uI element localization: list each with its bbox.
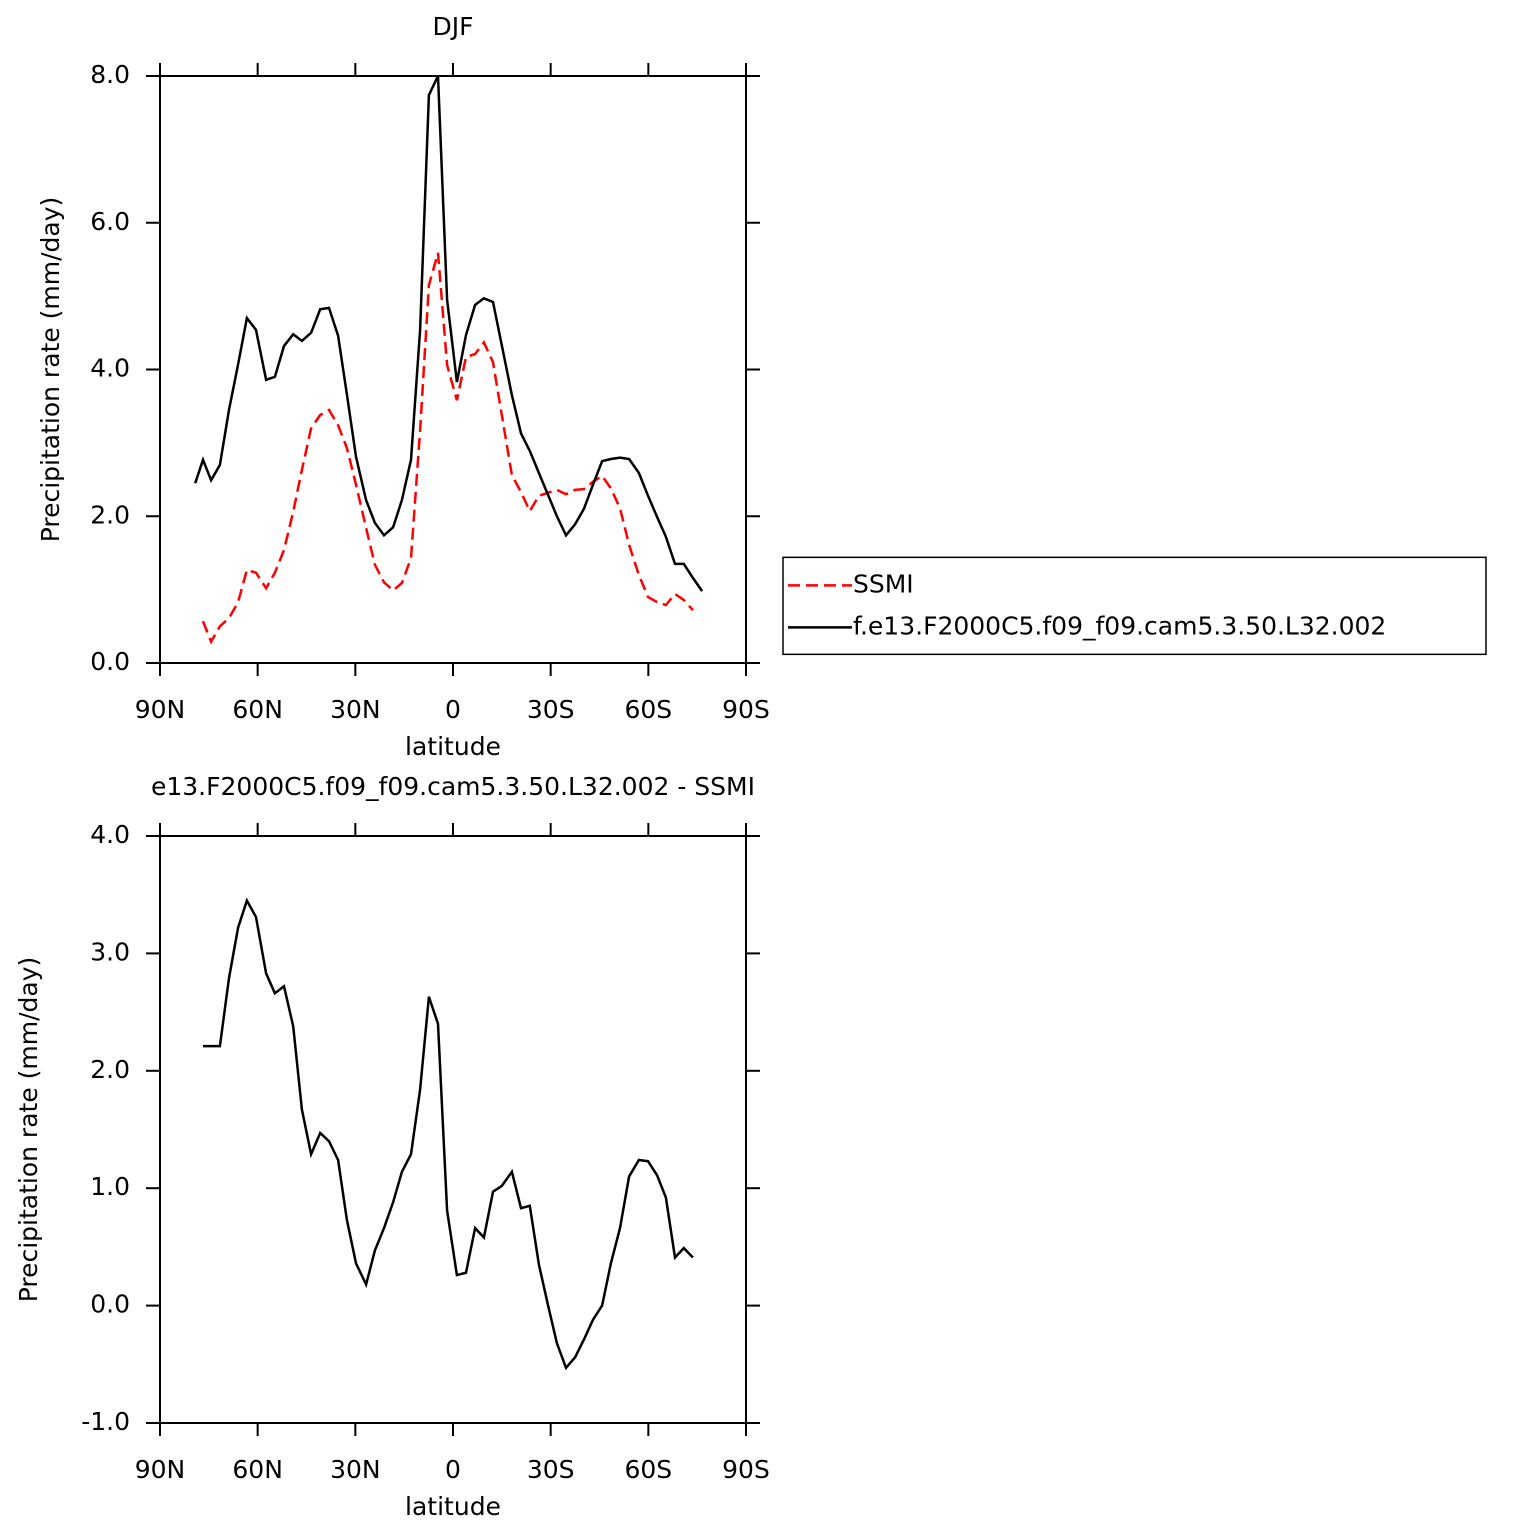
data-line — [201, 252, 694, 645]
x-tick-label: 90S — [722, 695, 770, 724]
chart-title: e13.F2000C5.f09_f09.cam5.3.50.L32.002 - … — [151, 772, 755, 801]
data-line — [203, 897, 694, 1371]
x-tick-label: 30N — [330, 1455, 381, 1484]
x-tick-label: 60N — [232, 695, 283, 724]
legend-box — [782, 556, 1487, 656]
y-tick-label: 1.0 — [90, 1172, 130, 1201]
x-tick-label: 0 — [445, 1455, 461, 1484]
y-tick-label: 2.0 — [90, 1055, 130, 1084]
y-tick-label: 4.0 — [90, 354, 130, 383]
y-tick-label: 4.0 — [90, 820, 130, 849]
x-tick-label: 60N — [232, 1455, 283, 1484]
legend: SSMI f.e13.F2000C5.f09_f09.cam5.3.50.L32.… — [782, 556, 1487, 656]
legend-label: SSMI — [853, 569, 914, 598]
data-line — [194, 75, 704, 592]
x-tick-label: 90N — [135, 695, 186, 724]
x-tick-label: 90N — [135, 1455, 186, 1484]
y-tick-label: -1.0 — [81, 1407, 130, 1436]
legend-label: f.e13.F2000C5.f09_f09.cam5.3.50.L32.002 — [853, 611, 1386, 640]
x-tick-label: 0 — [445, 695, 461, 724]
y-axis-label: Precipitation rate (mm/day) — [36, 197, 65, 543]
x-tick-label: 90S — [722, 1455, 770, 1484]
y-tick-label: 8.0 — [90, 60, 130, 89]
x-axis-label: latitude — [405, 732, 501, 761]
x-tick-label: 30S — [527, 695, 575, 724]
y-tick-label: 2.0 — [90, 500, 130, 529]
y-tick-label: 0.0 — [90, 647, 130, 676]
x-tick-label: 60S — [624, 695, 672, 724]
y-tick-label: 3.0 — [90, 937, 130, 966]
plot-frame — [159, 835, 747, 1424]
x-tick-label: 30N — [330, 695, 381, 724]
y-axis-label: Precipitation rate (mm/day) — [14, 957, 43, 1303]
x-tick-label: 30S — [527, 1455, 575, 1484]
x-tick-label: 60S — [624, 1455, 672, 1484]
chart-title: DJF — [432, 12, 473, 41]
y-tick-label: 0.0 — [90, 1290, 130, 1319]
x-axis-label: latitude — [405, 1492, 501, 1521]
y-tick-label: 6.0 — [90, 207, 130, 236]
plot-frame — [159, 75, 747, 664]
